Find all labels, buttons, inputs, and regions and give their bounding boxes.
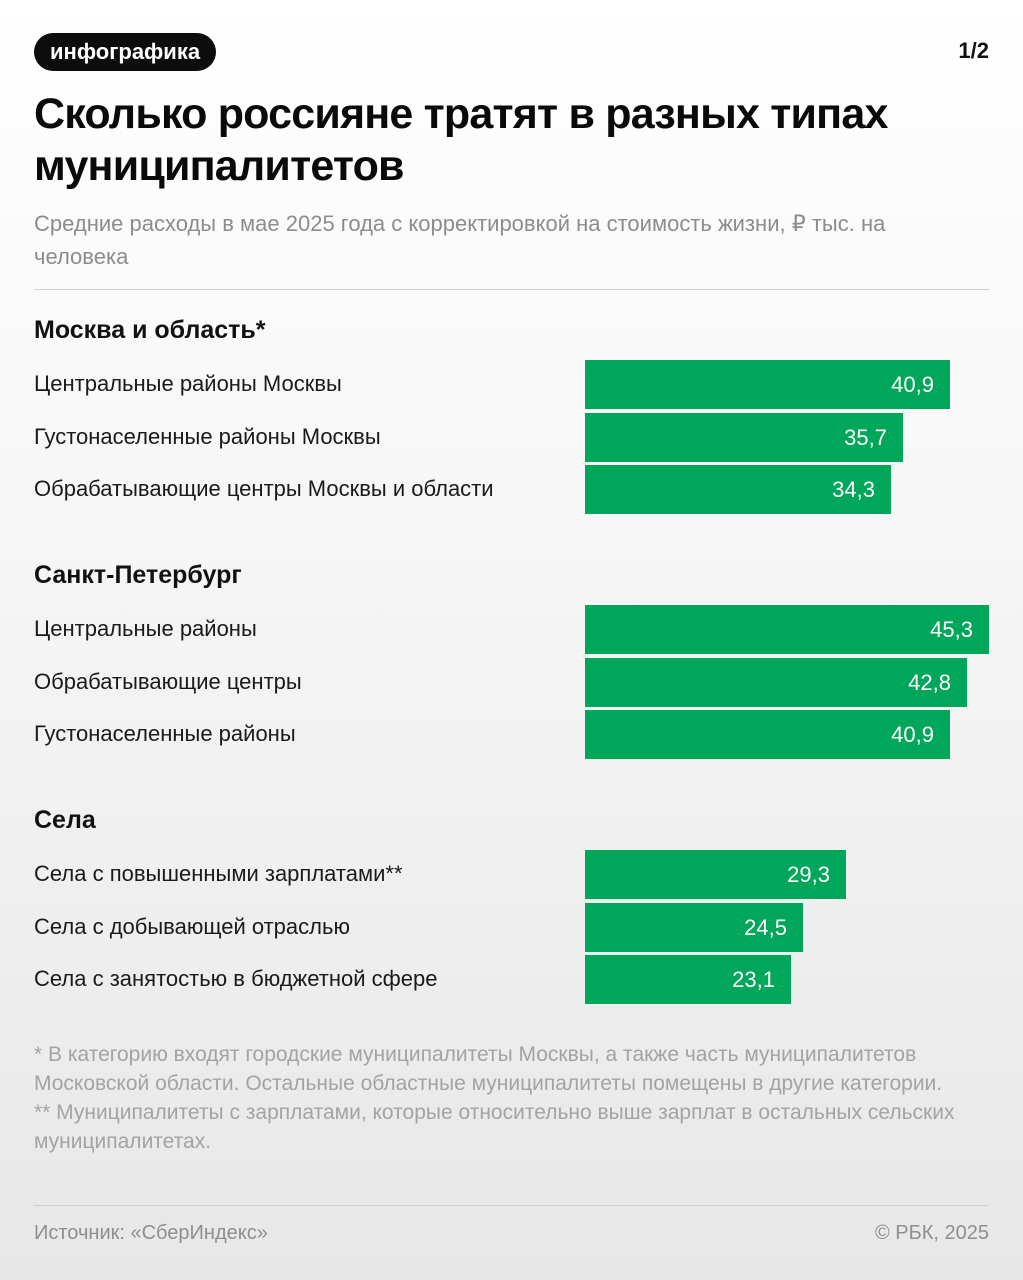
footnote-2: ** Муниципалитеты с зарплатами, которые … [34, 1101, 955, 1153]
bar-value-label: 45,3 [930, 617, 973, 642]
bottom-divider [34, 1205, 989, 1206]
bar-label: Села с повышенными зарплатами** [34, 861, 403, 886]
footnotes: * В категорию входят городские муниципал… [34, 1040, 994, 1156]
bar: 40,9 [585, 710, 950, 759]
bar-value-label: 24,5 [744, 914, 787, 940]
bar-label: Густонаселенные районы Москвы [34, 423, 381, 449]
bar-value-label: 34,3 [832, 477, 875, 502]
bar-label: Села с занятостью в бюджетной сфере [34, 966, 438, 991]
chart-subtitle: Средние расходы в мае 2025 года с коррек… [34, 211, 886, 269]
source-credit: Источник: «СберИндекс» [34, 1222, 268, 1244]
bar-value-label: 29,3 [787, 862, 830, 887]
bar: 34,3 [585, 465, 891, 514]
bar-label: Обрабатывающие центры [34, 668, 302, 694]
bar-label: Обрабатывающие центры Москвы и области [34, 476, 494, 501]
bar: 42,8 [585, 657, 967, 707]
footnote-1: * В категорию входят городские муниципал… [34, 1043, 943, 1095]
bar-value-label: 40,9 [891, 722, 934, 747]
chart-title: Сколько россияне тратят в разных типах м… [34, 90, 888, 190]
top-divider [34, 289, 989, 290]
copyright: © РБК, 2025 [874, 1222, 989, 1244]
bar-label: Центральные районы Москвы [34, 371, 342, 396]
bar-value-label: 23,1 [732, 967, 775, 992]
bar-label: Села с добывающей отраслью [34, 913, 350, 939]
group-title: Санкт-Петербург [34, 561, 242, 589]
bar-label: Центральные районы [34, 616, 257, 641]
bar: 29,3 [585, 850, 846, 899]
category-badge: инфографика [34, 33, 217, 71]
bar-label: Густонаселенные районы [34, 721, 296, 746]
bar-value-label: 40,9 [891, 372, 934, 397]
group-title: Села [34, 806, 96, 834]
bar: 23,1 [585, 955, 791, 1004]
page-indicator: 1/2 [958, 38, 989, 63]
bar-value-label: 42,8 [908, 669, 951, 695]
bar-value-label: 35,7 [844, 424, 887, 450]
bar: 40,9 [585, 360, 950, 409]
group-title: Москва и область* [34, 316, 266, 344]
bar: 45,3 [585, 605, 989, 654]
bar: 24,5 [585, 902, 803, 952]
bar: 35,7 [585, 412, 903, 462]
